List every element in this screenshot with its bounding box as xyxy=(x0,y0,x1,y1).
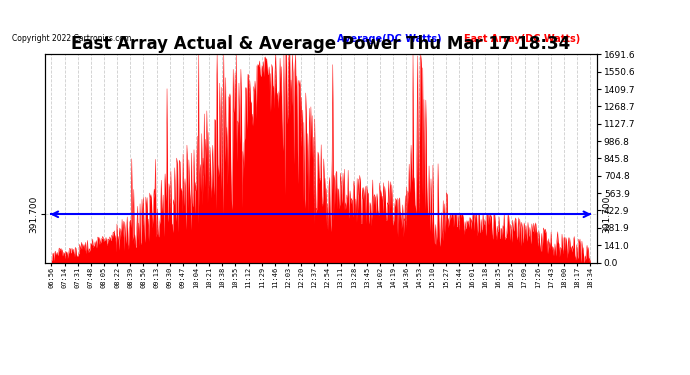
Title: East Array Actual & Average Power Thu Mar 17 18:34: East Array Actual & Average Power Thu Ma… xyxy=(71,35,571,53)
Text: Average(DC Watts): Average(DC Watts) xyxy=(337,33,442,44)
Text: 391.700: 391.700 xyxy=(602,196,611,233)
Text: Copyright 2022 Cartronics.com: Copyright 2022 Cartronics.com xyxy=(12,33,131,42)
Text: East Array(DC Watts): East Array(DC Watts) xyxy=(464,33,580,44)
